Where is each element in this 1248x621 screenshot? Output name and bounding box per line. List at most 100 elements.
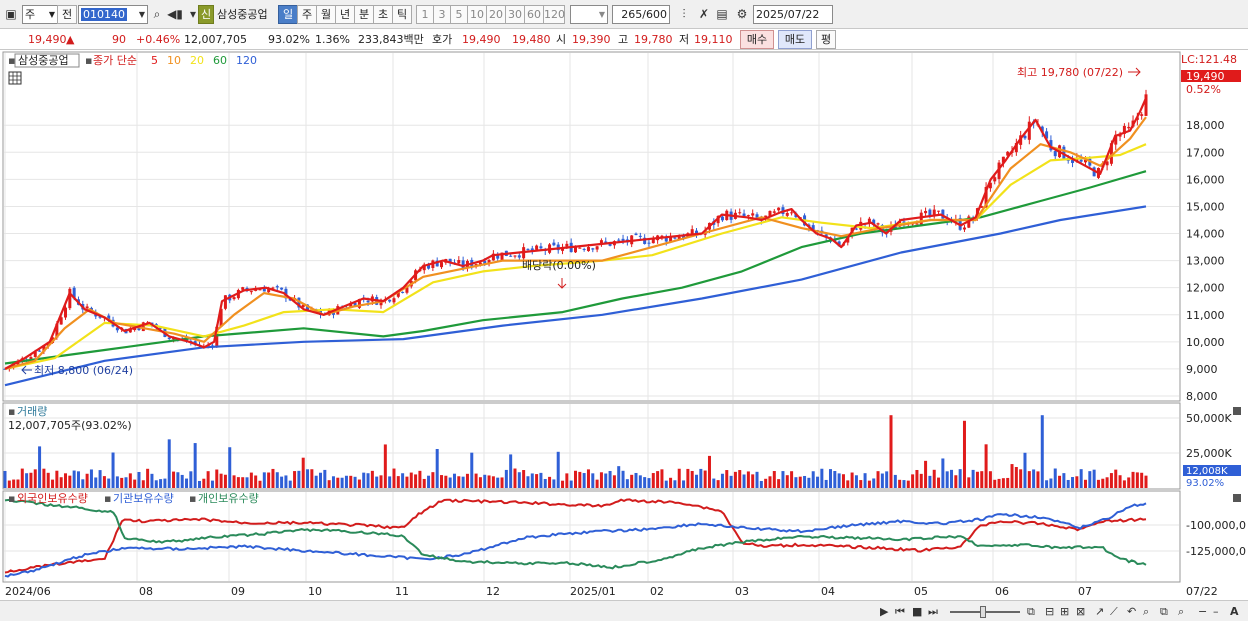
vol-bar-110 xyxy=(478,477,482,488)
interval-button-120[interactable]: 120 xyxy=(543,5,565,24)
tab-period-2[interactable]: 월 xyxy=(316,5,336,24)
holding-line-retail_line xyxy=(4,498,1147,570)
candle-body-111 xyxy=(483,260,487,265)
candle-body-240 xyxy=(1040,126,1044,133)
interval-button-5[interactable]: 5 xyxy=(450,5,468,24)
layout3-icon[interactable]: ⊞ xyxy=(1060,605,1070,618)
type-select[interactable]: 주 ▼ xyxy=(22,5,58,24)
candle-body-249 xyxy=(1079,159,1083,162)
text-size-icon[interactable]: A xyxy=(1230,605,1239,618)
candle-body-213 xyxy=(924,210,928,214)
vol-bar-136 xyxy=(591,473,595,488)
interval-button-30[interactable]: 30 xyxy=(505,5,525,24)
prev-button[interactable]: 전 xyxy=(57,5,77,24)
scroll-prev-icon[interactable]: ⏮ xyxy=(895,605,905,618)
zoom-slider[interactable] xyxy=(950,603,1020,620)
candle-body-214 xyxy=(928,209,932,216)
open-label: 시 xyxy=(556,33,567,46)
dash-icon[interactable]: – xyxy=(1213,605,1219,618)
undo-icon[interactable]: ↶ xyxy=(1127,605,1137,618)
vol-bar-2 xyxy=(12,479,16,488)
vol-bar-70 xyxy=(306,469,310,488)
tab-period-0[interactable]: 일 xyxy=(278,5,298,24)
tab-period-5[interactable]: 초 xyxy=(373,5,393,24)
candle-body-98 xyxy=(427,264,431,269)
vol-bar-58 xyxy=(254,475,258,488)
date-input[interactable]: 2025/07/22 xyxy=(753,5,833,24)
legend-ma-10: 10 xyxy=(167,54,181,67)
window-icon[interactable]: ▣ xyxy=(5,7,17,21)
vol-bar-15 xyxy=(68,475,72,488)
vol-bar-133 xyxy=(578,471,582,488)
cross-chart-icon[interactable]: ✗ xyxy=(698,7,710,21)
layout4-icon[interactable]: ⊠ xyxy=(1076,605,1086,618)
speaker-icon[interactable]: ◀▮ xyxy=(167,7,183,21)
code-input[interactable]: 010140 ▼ xyxy=(78,5,148,24)
chevron-down-icon[interactable]: ▾ xyxy=(189,7,197,21)
tab-period-6[interactable]: 틱 xyxy=(392,5,412,24)
candle-body-61 xyxy=(267,288,271,293)
candle-body-155 xyxy=(673,237,677,239)
vol-bar-250 xyxy=(1083,479,1087,488)
interval-button-1[interactable]: 1 xyxy=(416,5,434,24)
candle-body-156 xyxy=(677,237,681,240)
vol-bar-65 xyxy=(284,475,288,488)
draw-icon[interactable]: ⟋ xyxy=(1110,605,1118,618)
candle-body-115 xyxy=(500,252,504,261)
interval-button-20[interactable]: 20 xyxy=(486,5,506,24)
candle-body-241 xyxy=(1045,131,1049,139)
candle-body-16 xyxy=(72,287,76,299)
vol-bar-69 xyxy=(301,457,305,488)
trend-icon[interactable]: ↗ xyxy=(1095,605,1105,618)
tab-period-4[interactable]: 분 xyxy=(354,5,374,24)
interval-button-10[interactable]: 10 xyxy=(467,5,487,24)
scroll-next-icon[interactable]: ⏭ xyxy=(928,605,938,618)
gear-icon[interactable]: ⚙ xyxy=(736,7,748,21)
layout2-icon[interactable]: ⊟ xyxy=(1045,605,1055,618)
vol-bar-168 xyxy=(729,475,733,488)
search-icon[interactable]: ⌕ xyxy=(153,7,161,21)
eval-button[interactable]: 평 xyxy=(816,30,836,49)
candle-body-92 xyxy=(401,291,405,293)
candle-type-icon[interactable]: ⫶ xyxy=(682,7,686,21)
candle-body-58 xyxy=(254,289,258,291)
vol-bar-179 xyxy=(777,479,781,488)
grid xyxy=(4,53,1179,581)
vol-bar-156 xyxy=(677,468,681,488)
tab-period-3[interactable]: 년 xyxy=(335,5,355,24)
vol-bar-180 xyxy=(781,471,785,488)
magnify-icon[interactable]: ⌕ xyxy=(1143,605,1150,618)
vol-bar-243 xyxy=(1053,468,1057,488)
zoom-search-icon[interactable]: ⌕ xyxy=(1178,605,1185,618)
vol-bar-205 xyxy=(889,415,893,488)
price-y-tick-6: 14,000 xyxy=(1186,228,1225,241)
vol-bar-17 xyxy=(76,471,80,488)
candle-body-255 xyxy=(1105,161,1109,166)
sell-button[interactable]: 매도 xyxy=(778,30,812,49)
price-panel xyxy=(2,51,1181,402)
candle-body-29 xyxy=(128,328,132,333)
last-pct: 0.52% xyxy=(1186,83,1221,96)
copy-icon[interactable]: ⧉ xyxy=(1160,605,1168,618)
candle-body-136 xyxy=(591,248,595,250)
minus-icon[interactable]: − xyxy=(1198,605,1208,618)
count-input[interactable]: 265/600 xyxy=(612,5,670,24)
layout-icon[interactable]: ⧉ xyxy=(1027,605,1035,618)
save-icon[interactable]: ▤ xyxy=(716,7,728,21)
buy-button[interactable]: 매수 xyxy=(740,30,774,49)
price: 19,490 xyxy=(28,33,67,46)
interval-button-3[interactable]: 3 xyxy=(433,5,451,24)
scroll-right-icon[interactable]: ▶ xyxy=(880,605,889,618)
tab-period-1[interactable]: 주 xyxy=(297,5,317,24)
vol-bar-37 xyxy=(163,478,167,488)
vol-bar-217 xyxy=(941,458,945,488)
volume-close-icon[interactable] xyxy=(1233,407,1241,415)
extra-select[interactable]: ▼ xyxy=(570,5,608,24)
holdings-close-icon[interactable] xyxy=(1233,494,1241,502)
interval-button-60[interactable]: 60 xyxy=(524,5,544,24)
table-icon[interactable] xyxy=(8,71,22,85)
candle-body-7 xyxy=(33,351,37,357)
candle-body-234 xyxy=(1014,143,1018,153)
stop-icon[interactable]: ■ xyxy=(912,605,923,618)
vol-bar-227 xyxy=(984,444,988,488)
